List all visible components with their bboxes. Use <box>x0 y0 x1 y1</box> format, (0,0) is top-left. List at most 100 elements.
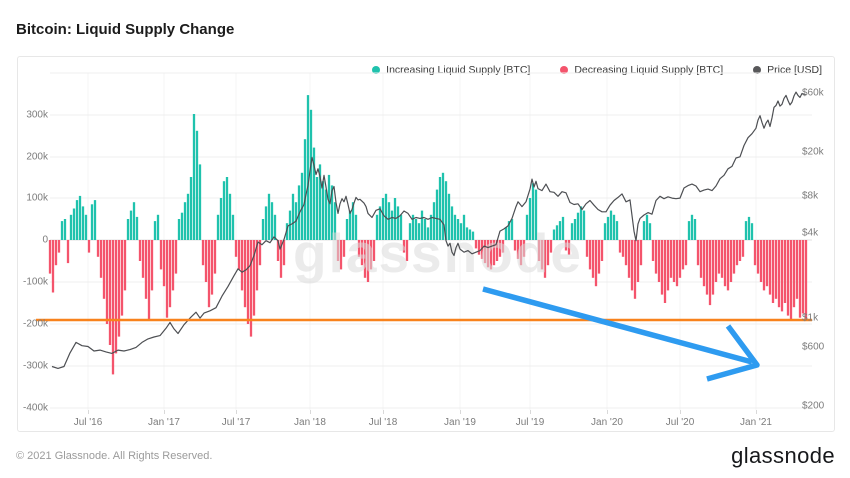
decreasing-supply-bar <box>798 240 802 318</box>
decreasing-supply-bar <box>147 240 151 320</box>
increasing-supply-bar <box>315 177 319 240</box>
decreasing-supply-bar <box>249 240 253 337</box>
increasing-supply-bar <box>225 177 229 240</box>
decreasing-supply-bar <box>651 240 655 261</box>
y-axis-left-label: 0 <box>42 234 48 246</box>
y-axis-right-label: $600 <box>802 341 825 353</box>
page-title: Bitcoin: Liquid Supply Change <box>16 21 235 38</box>
y-axis-right-label: $20k <box>802 146 824 158</box>
increasing-supply-bar <box>345 219 349 240</box>
decreasing-supply-bar <box>57 240 61 253</box>
increasing-supply-bar <box>420 210 424 240</box>
decreasing-supply-bar <box>711 240 715 295</box>
decreasing-supply-bar <box>675 240 679 287</box>
increasing-supply-bar <box>318 164 322 240</box>
decreasing-supply-bar <box>141 240 145 278</box>
decreasing-supply-bar <box>597 240 601 274</box>
increasing-supply-bar <box>399 214 403 240</box>
price-dot-icon <box>753 66 762 74</box>
increasing-supply-bar <box>432 202 436 240</box>
increasing-supply-bar <box>222 181 226 240</box>
decreasing-supply-bar <box>735 240 739 266</box>
decreasing-supply-bar <box>117 240 121 337</box>
x-axis-label: Jul '17 <box>221 417 251 428</box>
decreasing-supply-bar <box>96 240 100 257</box>
increasing-supply-bar <box>285 223 289 240</box>
decreasing-supply-bar <box>150 240 154 291</box>
decreasing-supply-bar <box>636 240 640 282</box>
increasing-supply-bar <box>348 210 352 240</box>
decreasing-supply-bar <box>165 240 169 318</box>
decreasing-supply-bar <box>666 240 670 291</box>
decreasing-supply-bar <box>516 240 520 259</box>
decreasing-supply-bar <box>246 240 250 324</box>
x-axis-label: Jul '18 <box>368 417 398 428</box>
increasing-supply-bar <box>573 219 577 240</box>
increasing-supply-bar <box>438 177 442 240</box>
decreasing-supply-bar <box>657 240 661 282</box>
increasing-supply-bar <box>183 202 187 240</box>
increasing-supply-bar <box>273 214 277 240</box>
decreasing-supply-bar <box>594 240 598 287</box>
decreasing-supply-bar <box>486 240 490 268</box>
increasing-supply-bar <box>219 198 223 240</box>
decreasing-supply-bar <box>48 240 52 274</box>
decreasing-supply-bar <box>339 240 343 270</box>
increasing-supply-bar <box>192 114 196 240</box>
decreasing-supply-bar <box>279 240 283 278</box>
decreasing-supply-bar <box>480 240 484 259</box>
decreasing-supply-bar <box>540 240 544 270</box>
decreasing-supply-bar <box>669 240 673 278</box>
decreasing-supply-bar <box>513 240 517 251</box>
decreasing-supply-bar <box>66 240 70 264</box>
decreasing-supply-bar <box>483 240 487 264</box>
x-axis-tick-mark <box>88 410 89 414</box>
increasing-supply-bar <box>462 214 466 240</box>
decreasing-supply-bar <box>255 240 259 291</box>
decreasing-supply-bar <box>522 240 526 257</box>
increasing-supply-bar <box>645 214 649 240</box>
increasing-supply-bar <box>378 206 382 240</box>
increasing-supply-bar <box>198 164 202 240</box>
decreasing-supply-bar <box>774 240 778 299</box>
increasing-supply-bar <box>534 189 538 240</box>
x-axis-tick-mark <box>236 410 237 414</box>
decreasing-supply-bar <box>753 240 757 266</box>
increasing-supply-bar <box>84 214 88 240</box>
decreasing-supply-bar <box>174 240 178 274</box>
increasing-supply-bar <box>81 206 85 240</box>
decreasing-supply-bar <box>705 240 709 295</box>
increasing-supply-bar <box>390 210 394 240</box>
increasing-supply-bar <box>381 198 385 240</box>
decreasing-supply-bar <box>372 240 376 261</box>
decreasing-supply-bar <box>699 240 703 278</box>
decreasing-supply-bar <box>54 240 58 266</box>
decreasing-supply-bar <box>366 240 370 282</box>
decreasing-supply-bar <box>162 240 166 287</box>
increasing-supply-bar <box>642 221 646 240</box>
decreasing-supply-bar <box>207 240 211 308</box>
decreasing-supply-bar <box>726 240 730 291</box>
y-axis-left-label: -400k <box>22 402 48 414</box>
increasing-supply-bar <box>570 223 574 240</box>
decreasing-supply-bar <box>549 240 553 253</box>
decreasing-supply-bar <box>342 240 346 257</box>
x-axis-tick-mark <box>756 410 757 414</box>
y-axis-left-label: 300k <box>26 109 48 121</box>
decreasing-supply-bar <box>105 240 109 324</box>
increasing-supply-bar <box>687 221 691 240</box>
decreasing-supply-bar <box>498 240 502 257</box>
x-axis-tick-mark <box>460 410 461 414</box>
x-axis-tick-mark <box>310 410 311 414</box>
increasing-supply-bar <box>60 221 64 240</box>
decreasing-supply-bar <box>633 240 637 299</box>
increasing-supply-bar <box>177 219 181 240</box>
increasing-supply-bar <box>69 214 73 240</box>
decreasing-supply-bar <box>768 240 772 295</box>
y-axis-right-label: $60k <box>802 87 824 99</box>
x-axis-label: Jul '19 <box>515 417 545 428</box>
decreasing-supply-bar <box>402 240 406 253</box>
increasing-supply-bar <box>375 214 379 240</box>
increasing-supply-bar <box>90 204 94 240</box>
